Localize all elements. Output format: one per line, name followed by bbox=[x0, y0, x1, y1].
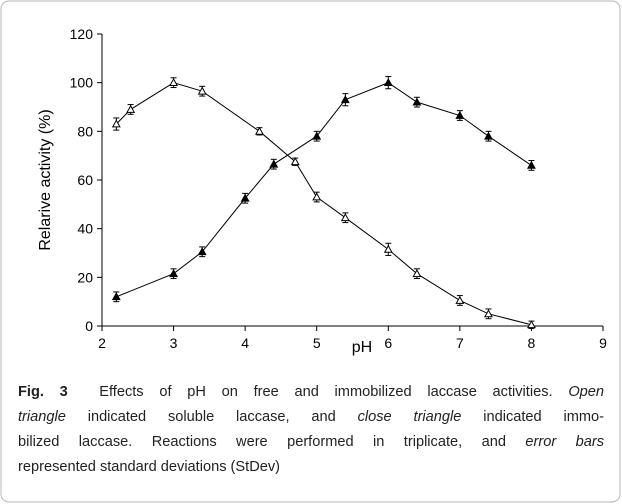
x-tick-label: 4 bbox=[241, 335, 249, 351]
point bbox=[340, 95, 350, 104]
x-tick-label: 7 bbox=[456, 335, 464, 351]
y-tick-label: 60 bbox=[77, 172, 93, 188]
y-tick-label: 100 bbox=[70, 75, 94, 91]
point bbox=[111, 292, 121, 301]
caption-line: represented standard deviations (StDev) bbox=[18, 457, 604, 477]
point bbox=[312, 131, 322, 140]
y-tick-label: 40 bbox=[77, 221, 93, 237]
x-axis-label: pH bbox=[352, 339, 372, 356]
caption-line: bilized laccase. Reactions were performe… bbox=[18, 432, 604, 452]
point bbox=[169, 78, 179, 87]
point bbox=[126, 104, 136, 113]
point bbox=[240, 193, 250, 202]
caption-line: triangle indicated soluble laccase, and … bbox=[18, 407, 604, 427]
point bbox=[111, 119, 121, 128]
caption-run: indicated immo- bbox=[461, 409, 605, 425]
point bbox=[269, 159, 279, 168]
point bbox=[484, 131, 493, 140]
x-tick-label: 6 bbox=[384, 335, 392, 351]
point bbox=[197, 247, 207, 256]
y-tick-label: 0 bbox=[85, 318, 93, 334]
point bbox=[526, 160, 536, 169]
point bbox=[455, 110, 465, 119]
point bbox=[340, 213, 350, 222]
caption-run: Fig. 3 bbox=[18, 384, 68, 400]
y-axis-label: Relarive activity (%) bbox=[37, 109, 54, 250]
point bbox=[484, 309, 493, 318]
y-tick-label: 20 bbox=[77, 269, 93, 285]
x-tick-label: 9 bbox=[599, 335, 607, 351]
caption-run: close triangle bbox=[357, 409, 462, 425]
point bbox=[412, 269, 422, 278]
caption-line: Fig. 3 Effects of pH on free and immobil… bbox=[18, 382, 604, 402]
caption-run: error bars bbox=[525, 434, 604, 450]
x-tick-label: 2 bbox=[98, 335, 106, 351]
caption-run: represented standard deviations (StDev) bbox=[18, 459, 281, 475]
x-tick-label: 3 bbox=[170, 335, 178, 351]
point bbox=[312, 192, 322, 201]
point bbox=[526, 320, 536, 329]
point bbox=[169, 269, 179, 278]
point bbox=[455, 295, 465, 304]
caption-run: indicated soluble laccase, and bbox=[65, 409, 358, 425]
y-tick-label: 120 bbox=[70, 26, 94, 42]
point bbox=[290, 157, 300, 166]
caption-run: bilized laccase. Reactions were performe… bbox=[18, 434, 526, 450]
point bbox=[255, 126, 264, 135]
point bbox=[197, 86, 207, 95]
caption-run: Effects of pH on free and immobilized la… bbox=[67, 384, 569, 400]
y-tick-label: 80 bbox=[77, 123, 93, 139]
point bbox=[383, 244, 393, 253]
caption-run: triangle bbox=[18, 409, 66, 425]
point bbox=[412, 97, 422, 106]
series-line bbox=[115, 82, 532, 326]
caption-run: Open bbox=[568, 384, 605, 400]
point bbox=[383, 78, 393, 87]
x-tick-label: 5 bbox=[313, 335, 321, 351]
x-tick-label: 8 bbox=[528, 335, 536, 351]
series-line bbox=[116, 82, 532, 298]
